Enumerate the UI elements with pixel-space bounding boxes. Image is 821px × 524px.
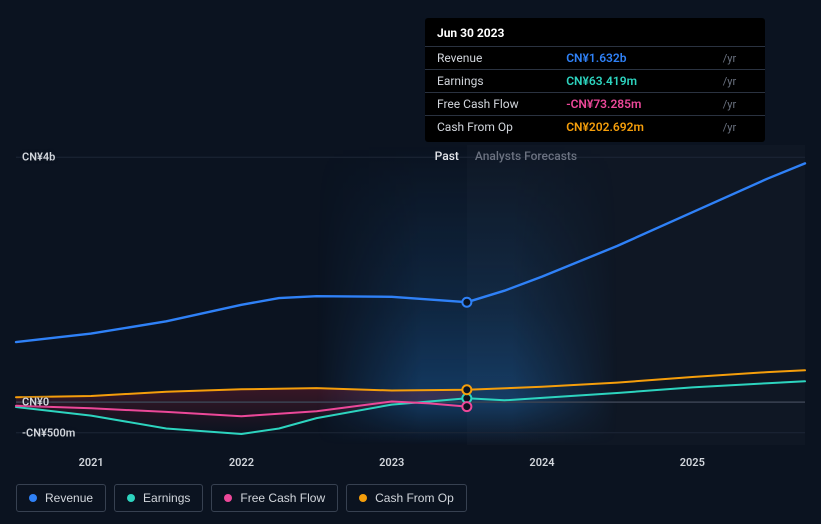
y-axis-label: CN¥0: [22, 396, 49, 409]
tooltip-row-value: CN¥202.692m: [554, 116, 723, 139]
x-axis-label: 2021: [79, 456, 104, 469]
legend-item-earnings[interactable]: Earnings: [114, 484, 203, 512]
legend-item-cash_from_op[interactable]: Cash From Op: [346, 484, 467, 512]
y-axis-label: CN¥4b: [22, 151, 55, 164]
tooltip-row-unit: /yr: [723, 93, 765, 116]
tooltip-row-unit: /yr: [723, 70, 765, 93]
tooltip-row-value: CN¥1.632b: [554, 47, 723, 70]
x-axis-label: 2024: [529, 456, 554, 469]
marker-revenue: [462, 298, 471, 307]
legend-item-label: Revenue: [45, 491, 93, 505]
financial-chart: Jun 30 2023 RevenueCN¥1.632b/yrEarningsC…: [0, 0, 821, 524]
tooltip-row: Free Cash Flow-CN¥73.285m/yr: [425, 93, 765, 116]
tooltip-row-unit: /yr: [723, 116, 765, 139]
legend-item-label: Cash From Op: [375, 491, 454, 505]
legend-item-label: Earnings: [143, 491, 190, 505]
x-axis-label: 2025: [680, 456, 705, 469]
tooltip-row-label: Earnings: [425, 70, 554, 93]
legend-dot-icon: [224, 494, 232, 502]
region-label-past: Past: [435, 149, 459, 163]
tooltip-row-value: CN¥63.419m: [554, 70, 723, 93]
chart-legend: Revenue Earnings Free Cash Flow Cash From O…: [16, 484, 467, 512]
tooltip-row-unit: /yr: [723, 47, 765, 70]
tooltip-row: RevenueCN¥1.632b/yr: [425, 47, 765, 70]
tooltip-row: Cash From OpCN¥202.692m/yr: [425, 116, 765, 139]
legend-item-free_cash_flow[interactable]: Free Cash Flow: [211, 484, 338, 512]
tooltip-row-label: Free Cash Flow: [425, 93, 554, 116]
marker-free_cash_flow: [462, 402, 471, 411]
tooltip-table: RevenueCN¥1.632b/yrEarningsCN¥63.419m/yr…: [425, 46, 765, 138]
legend-dot-icon: [359, 494, 367, 502]
legend-item-revenue[interactable]: Revenue: [16, 484, 106, 512]
marker-cash_from_op: [462, 385, 471, 394]
tooltip-row-label: Cash From Op: [425, 116, 554, 139]
region-label-forecast: Analysts Forecasts: [475, 149, 577, 163]
x-axis-label: 2023: [379, 456, 404, 469]
tooltip-row: EarningsCN¥63.419m/yr: [425, 70, 765, 93]
legend-item-label: Free Cash Flow: [240, 491, 325, 505]
tooltip-row-value: -CN¥73.285m: [554, 93, 723, 116]
y-axis-label: -CN¥500m: [22, 426, 75, 439]
legend-dot-icon: [29, 494, 37, 502]
tooltip-row-label: Revenue: [425, 47, 554, 70]
legend-dot-icon: [127, 494, 135, 502]
x-axis-label: 2022: [229, 456, 254, 469]
tooltip-date: Jun 30 2023: [425, 26, 765, 46]
chart-tooltip: Jun 30 2023 RevenueCN¥1.632b/yrEarningsC…: [425, 18, 765, 142]
